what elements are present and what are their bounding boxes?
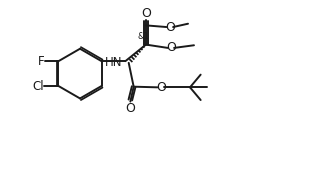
Text: F: F (38, 55, 44, 68)
Text: HN: HN (105, 56, 123, 69)
Text: O: O (125, 102, 135, 115)
Text: O: O (141, 7, 151, 20)
Text: Cl: Cl (32, 79, 44, 93)
Text: O: O (165, 21, 175, 33)
Text: O: O (166, 41, 176, 54)
Text: &1: &1 (138, 32, 149, 41)
Text: O: O (156, 81, 166, 94)
